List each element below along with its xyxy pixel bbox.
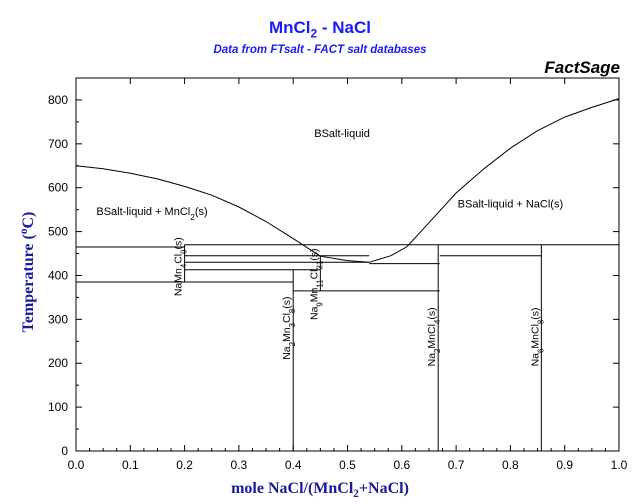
- compound-label: Na2Mn3Cl8(s): [281, 296, 297, 359]
- compound-label: Na9Mn11Cl31(s): [308, 248, 324, 320]
- y-tick-label: 100: [48, 400, 68, 414]
- y-tick-label: 0: [61, 444, 68, 458]
- y-tick-label: 600: [48, 181, 68, 195]
- y-tick-label: 200: [48, 356, 68, 370]
- x-tick-label: 0.4: [285, 458, 302, 472]
- compound-label: Na6MnCl8(s): [529, 307, 545, 366]
- x-tick-label: 0.6: [393, 458, 410, 472]
- chart-subtitle: Data from FTsalt - FACT salt databases: [213, 44, 427, 56]
- y-tick-label: 500: [48, 225, 68, 239]
- x-tick-label: 1.0: [611, 458, 628, 472]
- compound-label: Na2MnCl4(s): [426, 307, 442, 366]
- y-tick-label: 800: [48, 93, 68, 107]
- liquidus-left-series: [75, 165, 370, 263]
- chart-title: MnCl2 - NaCl: [268, 18, 371, 41]
- brand-logo: FactSage: [544, 58, 620, 77]
- x-tick-label: 0.2: [176, 458, 193, 472]
- compound-label: NaMn4Cl9(s): [173, 237, 189, 296]
- region-label: BSalt-liquid + NaCl(s): [458, 198, 563, 210]
- y-tick-label: 300: [48, 312, 68, 326]
- x-tick-label: 0.0: [68, 458, 85, 472]
- liquidus-right-series: [369, 98, 620, 263]
- x-tick-label: 0.8: [502, 458, 519, 472]
- x-axis-label: mole NaCl/(MnCl2+NaCl): [231, 480, 409, 501]
- region-label: BSalt-liquid + MnCl2(s): [96, 206, 207, 222]
- y-tick-label: 400: [48, 268, 68, 282]
- x-tick-label: 0.7: [448, 458, 465, 472]
- x-tick-label: 0.3: [231, 458, 248, 472]
- y-tick-label: 700: [48, 137, 68, 151]
- x-tick-label: 0.1: [122, 458, 139, 472]
- x-tick-label: 0.5: [339, 458, 356, 472]
- x-tick-label: 0.9: [556, 458, 573, 472]
- region-label: BSalt-liquid: [314, 128, 370, 140]
